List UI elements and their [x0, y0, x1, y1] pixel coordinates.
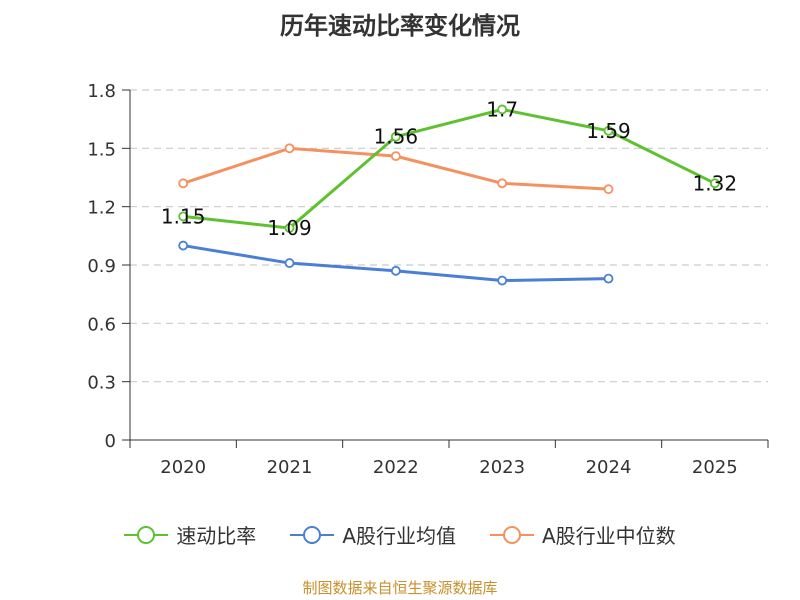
legend-label: A股行业均值 [342, 524, 456, 548]
y-tick-label: 0.9 [87, 256, 116, 277]
legend-item-industry-mean[interactable]: A股行业均值 [290, 520, 456, 549]
legend-item-industry-median[interactable]: A股行业中位数 [490, 520, 676, 549]
data-point [178, 240, 189, 251]
data-point [178, 211, 189, 222]
x-tick-label: 2023 [479, 457, 525, 478]
y-tick-label: 1.8 [87, 81, 116, 102]
data-point [603, 184, 614, 195]
data-point [284, 223, 295, 233]
legend-line-circle-icon [490, 525, 534, 544]
data-point [284, 258, 295, 268]
series-1 [178, 240, 614, 286]
legend-line-circle-icon [124, 525, 169, 544]
x-tick-label: 2021 [267, 457, 313, 478]
data-point [497, 104, 508, 115]
x-tick-label: 2024 [586, 457, 632, 478]
x-tick-label: 2025 [692, 457, 738, 478]
data-labels: 1.15 1.09 1.56 1.7 1.59 1.32 [161, 97, 737, 240]
data-point [390, 131, 401, 142]
data-point [497, 178, 508, 189]
legend-label: 速动比率 [176, 524, 257, 548]
series-0 [178, 104, 720, 233]
series-lines [178, 104, 720, 286]
data-point [709, 178, 720, 189]
data-label: 1.15 [161, 204, 206, 228]
source-note: 制图数据来自恒生聚源数据库 [302, 579, 498, 597]
y-tick-label: 0 [105, 431, 116, 452]
chart-title: 历年速动比率变化情况 [280, 12, 520, 40]
data-label: 1.32 [693, 171, 738, 195]
y-tick-label: 1.2 [87, 198, 116, 219]
legend-line-circle-icon [290, 525, 335, 544]
y-tick-label: 1.5 [87, 139, 116, 160]
legend-label: A股行业中位数 [542, 524, 676, 548]
y-tick-label: 0.3 [87, 373, 116, 394]
data-label: 1.7 [486, 97, 518, 121]
legend-item-quick-ratio[interactable]: 速动比率 [124, 520, 256, 549]
axes: 0 0.3 0.6 0.9 1.2 1.5 1.8 2020 2021 2022 2023 2024 2… [87, 81, 769, 478]
legend: 速动比率 A股行业均值 A股行业中位数 [0, 520, 800, 549]
data-label: 1.56 [374, 125, 419, 149]
y-tick-label: 0.6 [87, 314, 116, 335]
data-point [603, 273, 614, 284]
series-line [183, 107, 716, 230]
data-point [284, 143, 295, 154]
data-label: 1.09 [267, 216, 312, 240]
grid-lines [130, 89, 768, 383]
series-2 [178, 143, 614, 195]
data-label: 1.59 [586, 119, 631, 143]
data-point [178, 178, 189, 189]
data-point [497, 275, 508, 286]
data-point [390, 265, 401, 276]
data-point [603, 125, 614, 136]
x-tick-label: 2020 [160, 457, 206, 478]
x-tick-label: 2022 [373, 457, 419, 478]
data-point [390, 151, 401, 162]
